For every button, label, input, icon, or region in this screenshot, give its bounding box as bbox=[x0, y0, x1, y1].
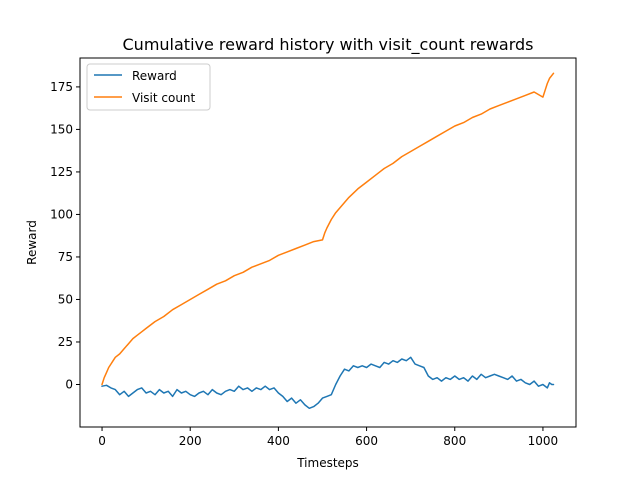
x-tick-label: 200 bbox=[179, 434, 202, 448]
axes-frame bbox=[79, 57, 577, 428]
x-axis: 0 200 400 600 800 1000 bbox=[98, 427, 558, 448]
legend-label-reward: Reward bbox=[132, 69, 177, 83]
plot-area bbox=[101, 72, 555, 410]
y-tick-label: 50 bbox=[58, 292, 73, 306]
chart-title: Cumulative reward history with visit_cou… bbox=[123, 35, 534, 55]
y-axis-label: Reward bbox=[25, 220, 39, 265]
x-tick-label: 0 bbox=[98, 434, 106, 448]
series-line-reward bbox=[101, 356, 555, 410]
series-line-visit-count bbox=[101, 72, 555, 386]
y-tick-label: 0 bbox=[65, 377, 73, 391]
y-tick-label: 75 bbox=[58, 250, 73, 264]
x-tick-label: 1000 bbox=[528, 434, 559, 448]
legend: Reward Visit count bbox=[86, 63, 211, 111]
y-tick-label: 25 bbox=[58, 335, 73, 349]
legend-label-visit-count: Visit count bbox=[132, 91, 196, 105]
y-tick-label: 125 bbox=[50, 165, 73, 179]
x-axis-label: Timesteps bbox=[296, 456, 359, 470]
x-tick-label: 600 bbox=[355, 434, 378, 448]
x-tick-label: 800 bbox=[443, 434, 466, 448]
x-tick-label: 400 bbox=[267, 434, 290, 448]
y-tick-label: 100 bbox=[50, 207, 73, 221]
y-tick-label: 150 bbox=[50, 122, 73, 136]
y-tick-label: 175 bbox=[50, 80, 73, 94]
y-axis: 0 25 50 75 100 125 150 175 bbox=[50, 80, 80, 391]
